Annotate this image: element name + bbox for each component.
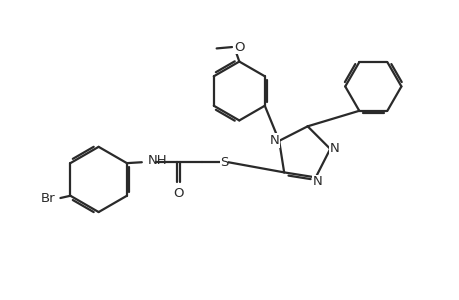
Text: N: N <box>312 176 322 188</box>
Text: N: N <box>269 134 279 147</box>
Text: O: O <box>234 40 244 54</box>
Text: S: S <box>219 156 228 169</box>
Text: NH: NH <box>147 154 167 167</box>
Text: N: N <box>329 142 339 154</box>
Text: O: O <box>173 187 183 200</box>
Text: Br: Br <box>40 191 55 205</box>
